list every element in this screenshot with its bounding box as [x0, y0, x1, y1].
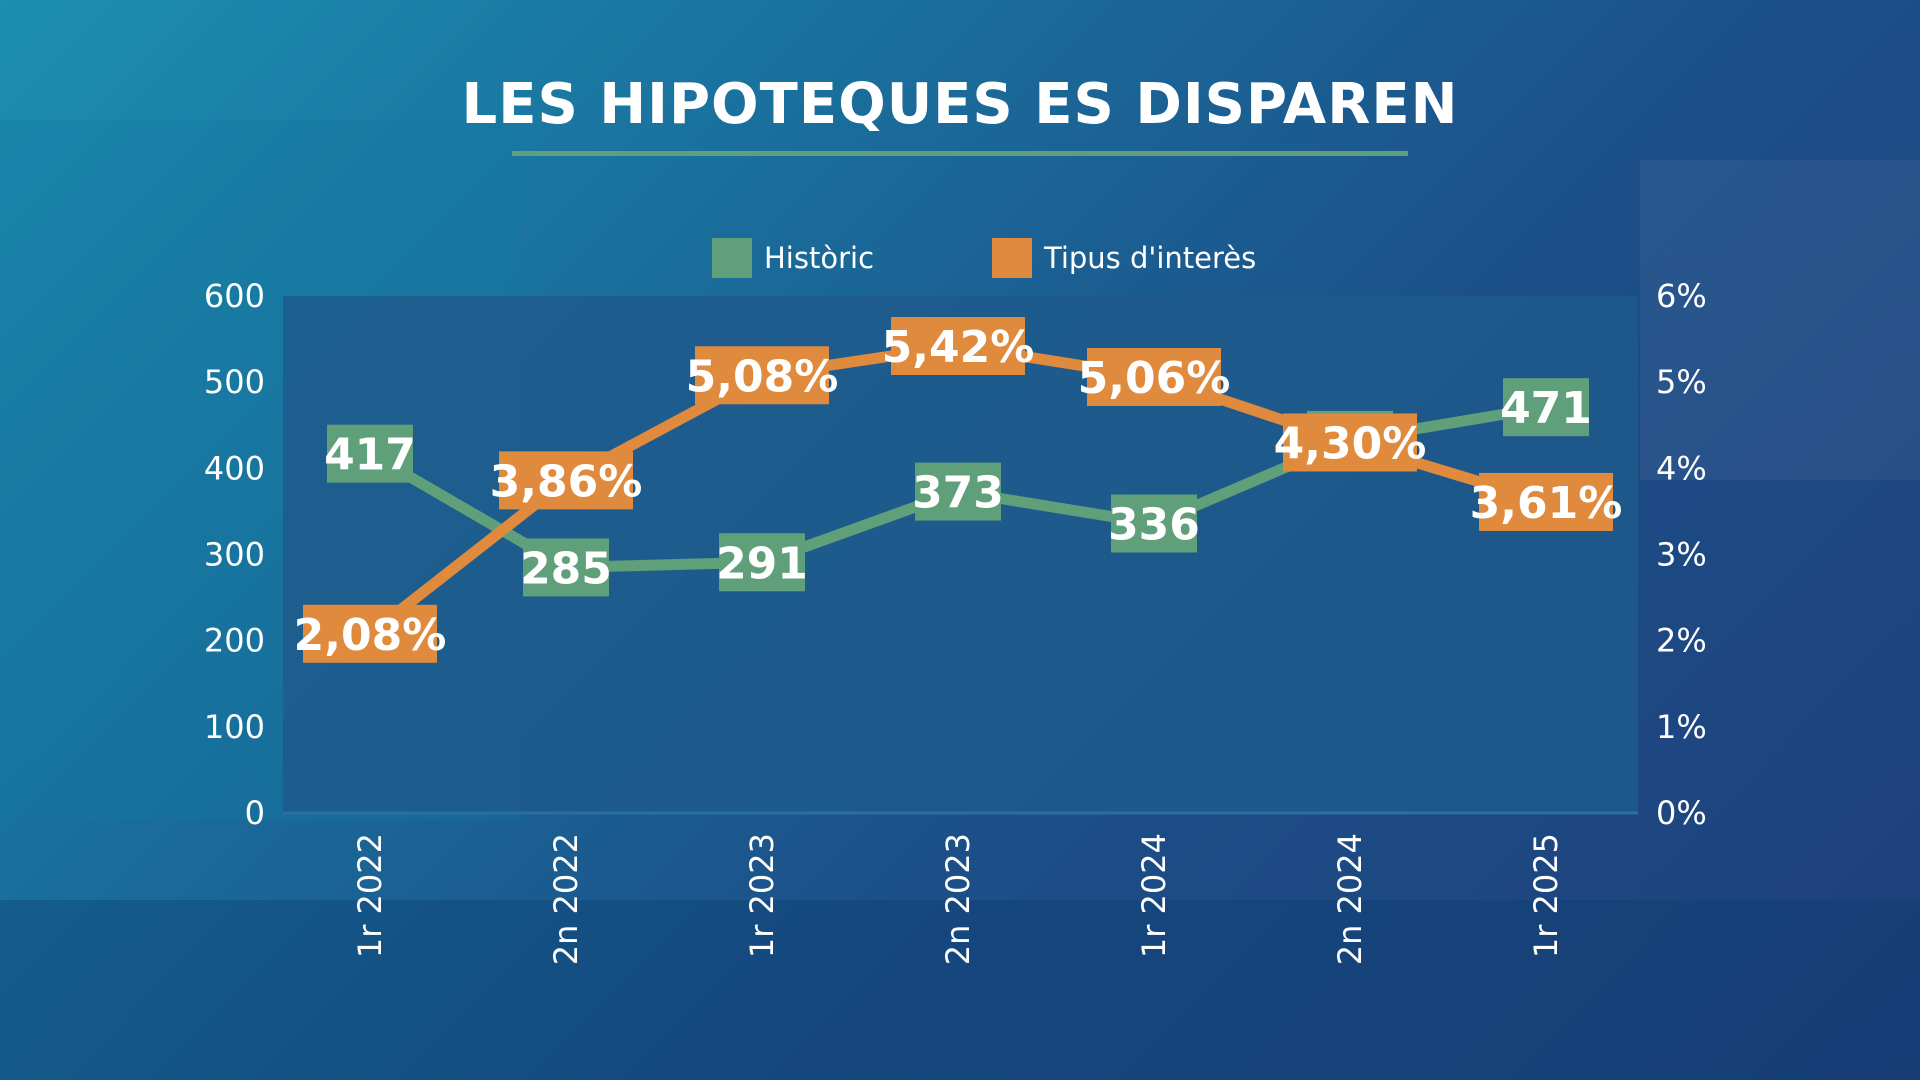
data-label-historic: 471: [1500, 383, 1592, 434]
y-right-tick-label: 2%: [1656, 622, 1707, 660]
data-label-box-rate: [891, 316, 1025, 375]
chart-title: LES HIPOTEQUES ES DISPAREN: [461, 72, 1459, 137]
data-label-rate: 5,42%: [882, 322, 1035, 373]
y-right-tick-label: 5%: [1656, 363, 1707, 401]
y-right-tick-label: 4%: [1656, 449, 1707, 487]
data-label-box-rate: [499, 451, 633, 510]
data-label-box-historic: [915, 462, 1001, 521]
y-left-tick-label: 300: [204, 536, 265, 574]
x-tick-label: 1r 2025: [1527, 833, 1565, 958]
data-label-box-rate: [1479, 472, 1613, 531]
x-tick-label: 1r 2022: [351, 833, 389, 958]
data-label-rate: 4,30%: [1274, 418, 1427, 469]
data-label-rate: 5,06%: [1078, 353, 1231, 404]
data-label-box-rate: [303, 604, 437, 663]
data-label-box-historic: [719, 533, 805, 592]
data-label-box-rate: [1283, 413, 1417, 472]
legend-swatch-historic: [712, 238, 752, 278]
y-left-tick-label: 0: [245, 794, 265, 832]
y-right-tick-label: 6%: [1656, 277, 1707, 315]
y-right-tick-label: 0%: [1656, 794, 1707, 832]
legend-swatch-rate: [992, 238, 1032, 278]
y-left-tick-label: 200: [204, 622, 265, 660]
x-tick-label: 1r 2024: [1135, 833, 1173, 958]
data-label-box-historic: [1111, 494, 1197, 553]
data-label-rate: 3,86%: [490, 456, 643, 507]
data-label-rate: 3,61%: [1470, 478, 1623, 529]
x-tick-label: 2n 2024: [1331, 833, 1369, 965]
data-label-rate: 2,08%: [294, 610, 447, 661]
legend-label-historic: Històric: [764, 241, 875, 275]
y-left-tick-label: 100: [204, 708, 265, 746]
data-label-historic: 373: [912, 468, 1004, 519]
data-label-box-rate: [695, 346, 829, 405]
data-label-box-historic: [523, 538, 609, 597]
background-shade-2: [1640, 160, 1920, 480]
plot-area: [283, 296, 1638, 813]
legend-item-historic: Històric: [712, 238, 874, 278]
x-tick-label: 2n 2023: [939, 833, 977, 965]
y-left-tick-label: 400: [204, 449, 265, 487]
x-tick-label: 2n 2022: [547, 833, 585, 965]
data-label-box-historic: [1503, 378, 1589, 437]
data-label-box-historic: [327, 424, 413, 483]
data-label-box-rate: [1087, 347, 1221, 406]
data-label-historic: 285: [520, 543, 612, 594]
data-label-rate: 5,08%: [686, 351, 839, 402]
x-tick-label: 1r 2023: [743, 833, 781, 958]
data-label-historic: 291: [716, 538, 808, 589]
data-label-historic: 336: [1108, 499, 1200, 550]
legend-label-rate: Tipus d'interès: [1044, 241, 1257, 275]
title-underline: [512, 151, 1408, 156]
data-label-historic: 417: [324, 430, 416, 481]
y-left-tick-label: 500: [204, 363, 265, 401]
y-left-tick-label: 600: [204, 277, 265, 315]
y-right-tick-label: 1%: [1656, 708, 1707, 746]
legend-item-rate: Tipus d'interès: [992, 238, 1256, 278]
y-right-tick-label: 3%: [1656, 536, 1707, 574]
background-shade-3: [0, 900, 1920, 1080]
